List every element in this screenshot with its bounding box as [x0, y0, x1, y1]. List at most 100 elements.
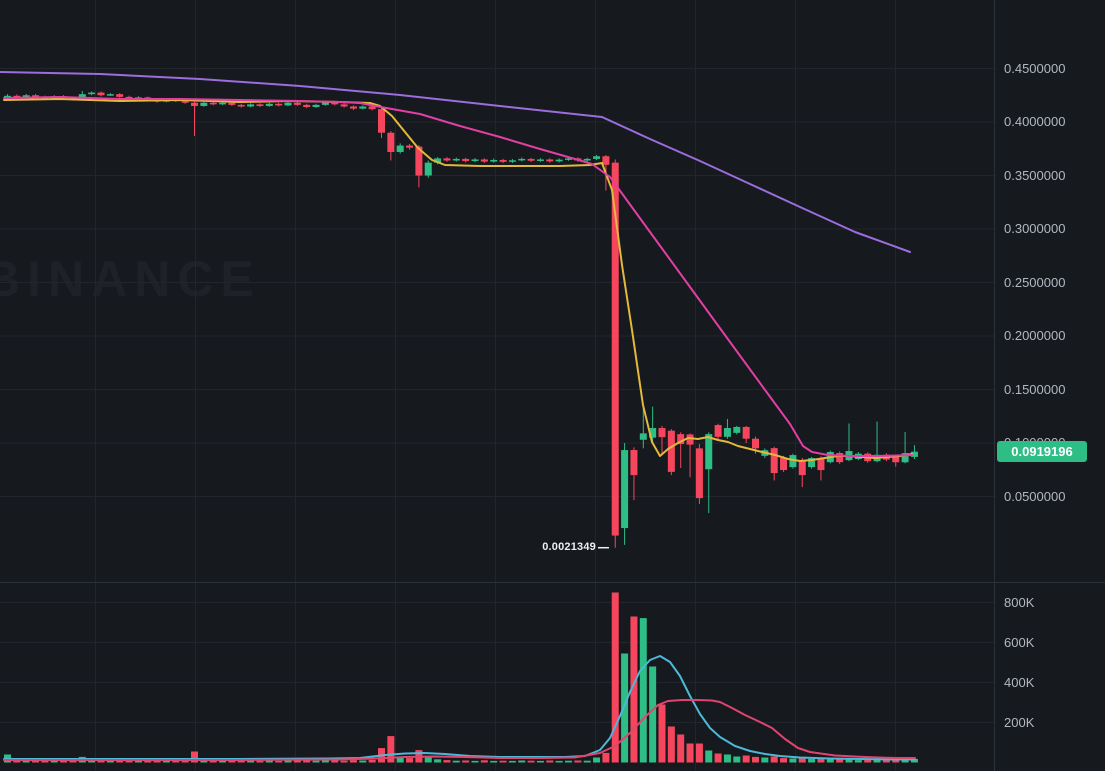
volume-bar: [723, 754, 731, 763]
candle-body: [415, 146, 423, 176]
price-tick-label: 0.2000000: [1004, 328, 1066, 343]
candle-body: [247, 104, 255, 107]
candle-body: [499, 159, 507, 162]
price-tick-label: 0.2500000: [1004, 274, 1066, 290]
volume-bar: [555, 760, 563, 763]
volume-bar: [789, 758, 797, 763]
volume-bar: [406, 758, 414, 763]
candle-body: [284, 102, 292, 106]
volume-tick-label: 200K: [1004, 714, 1035, 730]
volume-bar: [396, 756, 404, 763]
volume-bar: [303, 760, 311, 763]
candle-body: [312, 104, 320, 108]
volume-bar: [583, 760, 591, 763]
volume-tick-label: 600K: [1004, 634, 1035, 650]
candle-body: [639, 433, 647, 440]
volume-bar: [546, 760, 554, 763]
volume-bar: [284, 760, 292, 763]
candle-body: [219, 102, 227, 105]
candle-body: [443, 158, 451, 161]
candle-body: [275, 103, 283, 106]
volume-bar: [770, 756, 778, 763]
candle-body: [527, 158, 535, 161]
candle-body: [181, 101, 189, 103]
price-tick-label: 0.4000000: [1004, 114, 1066, 129]
volume-bar: [434, 759, 442, 763]
candle-body: [396, 145, 404, 152]
volume-bar: [359, 760, 367, 763]
volume-bar: [667, 726, 675, 763]
candle-body: [462, 158, 470, 162]
candle-body: [518, 158, 526, 161]
candle-body: [508, 160, 516, 162]
candle-body: [387, 132, 395, 152]
volume-bar: [864, 759, 872, 763]
volume-bar: [826, 759, 834, 763]
volume-bar: [649, 666, 657, 763]
candle-body: [434, 158, 442, 163]
volume-bar: [910, 758, 918, 763]
candle-body: [13, 95, 21, 98]
candle-body: [583, 158, 591, 161]
volume-bar: [817, 758, 825, 763]
low-price-label: 0.0021349: [542, 540, 596, 553]
volume-bar: [462, 760, 470, 763]
grid-lines: [0, 0, 996, 771]
price-tick-label: 0.3500000: [1004, 167, 1066, 183]
volume-bars: [4, 592, 918, 763]
volume-bar: [60, 760, 68, 763]
volume-bar: [387, 736, 395, 763]
volume-bar: [480, 760, 488, 763]
candle-body: [200, 102, 208, 106]
price-tick-label: 0.0500000: [1004, 488, 1066, 504]
volume-bar: [32, 760, 40, 763]
volume-bar: [181, 760, 189, 763]
candle-body: [406, 145, 414, 148]
volume-bar: [106, 760, 114, 763]
ma-fast-yellow: [3, 98, 913, 462]
candle-body: [686, 434, 694, 445]
candle-body: [88, 92, 96, 95]
candle-body: [22, 95, 30, 98]
volume-bar: [125, 760, 133, 763]
volume-bar: [471, 760, 479, 763]
volume-bar: [349, 760, 357, 763]
candlesticks: [4, 90, 918, 548]
candle-body: [780, 458, 788, 471]
volume-bar: [508, 760, 516, 763]
volume-bar: [854, 760, 862, 763]
volume-bar: [228, 760, 236, 763]
price-tick-label: 0.4500000: [1004, 60, 1066, 76]
volume-bar: [321, 759, 329, 763]
candle-body: [424, 162, 432, 176]
candle-body: [349, 106, 357, 109]
volume-bar: [565, 760, 572, 763]
candle-body: [359, 106, 367, 109]
candle-body: [789, 455, 797, 468]
candle-body: [742, 426, 750, 439]
volume-bar: [845, 758, 853, 763]
candle-body: [97, 92, 105, 96]
volume-bar: [219, 760, 227, 763]
candle-body: [593, 156, 601, 159]
candle-body: [770, 448, 778, 474]
price-axis[interactable]: 0.0919196 0.4500000 0.4000000 0.3500000 0.3…: [994, 0, 1105, 771]
volume-bar: [443, 760, 451, 763]
candle-body: [116, 94, 124, 97]
volume-bar: [191, 751, 198, 763]
candle-body: [237, 104, 245, 107]
volume-bar: [499, 760, 507, 763]
candle-body: [546, 159, 554, 162]
volume-bar: [490, 760, 498, 763]
candle-body: [630, 450, 638, 476]
volume-bar: [733, 756, 741, 763]
volume-bar: [256, 760, 264, 763]
candle-body: [452, 158, 460, 161]
volume-bar: [209, 760, 217, 763]
candle-body: [331, 102, 339, 105]
volume-bar: [658, 704, 666, 763]
candle-body: [228, 102, 236, 105]
candle-body: [209, 102, 217, 105]
